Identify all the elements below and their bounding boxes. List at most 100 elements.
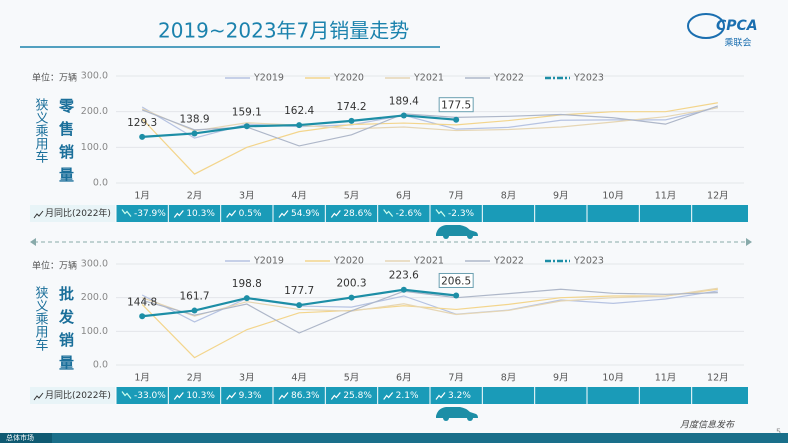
x-tick-label: 8月 [501,373,517,384]
point [400,286,407,293]
x-tick-label: 7月 [448,373,464,384]
x-tick-label: 5月 [344,373,360,384]
x-tick-label: 4月 [291,191,307,202]
legend-label: Y2020 [333,256,364,267]
data-label: 223.6 [389,270,419,282]
y-tick-label: 0.0 [93,360,108,371]
metric-label: 零售销量 [57,98,75,190]
data-label: 189.4 [389,95,419,107]
yoy-arrow [173,392,184,400]
point [139,313,146,320]
nav-bar [0,433,788,443]
y-tick-label: 300.0 [81,71,108,82]
data-label: 177.5 [441,100,471,112]
legend-label: Y2023 [573,73,604,84]
yoy-value: 10.3% [186,209,215,219]
x-tick-label: 6月 [396,373,412,384]
row-label: 狭义乘用车 [33,98,49,163]
logo: CPCA [716,18,758,34]
data-label: 198.8 [232,278,262,290]
x-tick-label: 7月 [448,191,464,202]
y-tick-label: 0.0 [93,178,108,189]
x-tick-label: 2月 [187,191,203,202]
data-label: 162.4 [284,105,314,117]
x-tick-label: 3月 [239,191,255,202]
legend-label: Y2020 [333,73,364,84]
yoy-value: 10.3% [186,391,215,401]
x-tick-label: 9月 [553,373,569,384]
logo-mark [687,13,725,39]
data-label: 159.1 [232,106,262,118]
x-tick-label: 3月 [239,373,255,384]
yoy-value: -33.0% [134,391,166,401]
yoy-value: 9.3% [239,391,262,401]
point [348,294,355,301]
x-tick-label: 1月 [134,373,150,384]
yoy-arrow [383,392,394,400]
legend-label: Y2021 [413,256,444,267]
yoy-label: 月同比(2022年) [45,389,111,401]
x-tick-label: 10月 [602,191,624,202]
data-label: 161.7 [179,291,209,303]
point [139,133,146,140]
data-label: 177.7 [284,285,314,297]
data-label: 144.8 [127,296,157,308]
x-tick-label: 12月 [707,373,729,384]
x-tick-label: 4月 [291,373,307,384]
yoy-value: -2.6% [396,209,423,219]
yoy-arrow [121,209,132,217]
unit-label: 单位：万辆 [32,260,77,272]
footer-note: 月度信息发布 [680,420,736,431]
yoy-value: 3.2% [448,391,471,401]
series-line [141,287,718,317]
car-icon [436,407,478,421]
x-tick-label: 5月 [344,191,360,202]
x-tick-label: 1月 [134,191,150,202]
yoy-arrow [226,392,237,400]
yoy-label-icon [33,392,44,401]
legend-label: Y2022 [493,256,524,267]
data-label: 206.5 [441,275,471,287]
x-tick-label: 11月 [655,191,677,202]
legend-label: Y2019 [253,256,284,267]
point [453,292,460,299]
x-tick-label: 12月 [707,191,729,202]
yoy-value: 0.5% [239,209,262,219]
x-tick-label: 6月 [396,191,412,202]
series-line [141,107,718,132]
legend-label: Y2021 [413,73,444,84]
point [191,307,198,314]
yoy-arrow [435,209,446,217]
yoy-arrow [226,210,237,218]
nav-tab[interactable] [0,433,52,443]
row-label: 狭义乘用车 [33,286,49,351]
x-tick-label: 2月 [187,373,203,384]
x-tick-label: 11月 [655,373,677,384]
point [400,112,407,119]
yoy-value: 25.8% [343,391,372,401]
car-icon [436,225,478,239]
label-box [438,272,474,288]
point [243,295,250,302]
data-label: 138.9 [179,113,209,125]
series-line [141,102,718,175]
yoy-label: 月同比(2022年) [45,207,111,219]
yoy-label-cell [30,205,116,222]
y-tick-label: 300.0 [81,259,108,270]
nav-tab-label[interactable]: 总体市场 [6,433,34,442]
legend-label: Y2022 [493,73,524,84]
y-tick-label: 100.0 [81,326,108,337]
point [296,122,303,129]
yoy-arrow [383,209,394,217]
legend-label: Y2023 [573,256,604,267]
yoy-value: 28.6% [343,209,372,219]
page-number: 5 [776,428,781,437]
yoy-value: 2.1% [396,391,419,401]
data-label: 200.3 [336,278,366,290]
point [296,302,303,309]
yoy-arrow [330,210,341,218]
series-line [142,288,718,334]
y-tick-label: 200.0 [81,106,108,117]
page-title: 2019~2023年7月销量走势 [158,19,409,43]
label-box [438,97,474,113]
